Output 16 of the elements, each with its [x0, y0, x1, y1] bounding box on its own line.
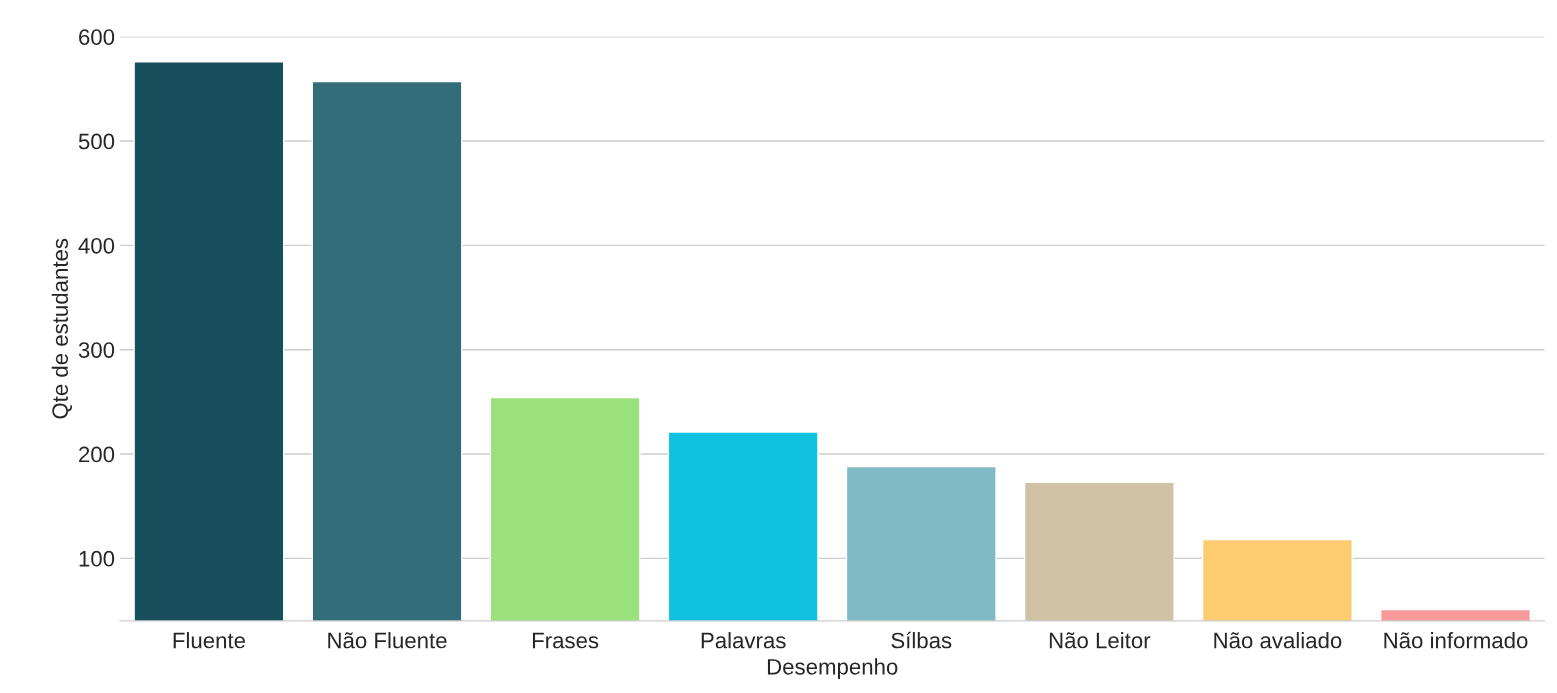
y-tick-label: 300	[78, 342, 115, 358]
x-tick-label: Frases	[532, 632, 599, 649]
x-tick-label: Sílbas	[891, 631, 952, 649]
x-tick-label: Não avaliado	[1214, 632, 1342, 649]
x-tick-label: Não Fluente	[328, 632, 447, 649]
x-axis-title: Desempenho	[767, 658, 898, 680]
x-tick-label: Fluente	[173, 632, 246, 649]
x-tick-label: Não Leitor	[1049, 632, 1151, 649]
y-axis-title: Qte de estudantes	[51, 238, 72, 419]
y-tick-label: 500	[78, 133, 115, 150]
y-tick-label: 100	[79, 550, 115, 567]
y-tick-label: 400	[78, 237, 115, 254]
x-tick-label: Palavras	[701, 632, 786, 649]
x-tick-label: Não informado	[1384, 632, 1528, 649]
y-tick-label: 600	[79, 29, 115, 45]
y-tick-label: 200	[79, 446, 115, 463]
